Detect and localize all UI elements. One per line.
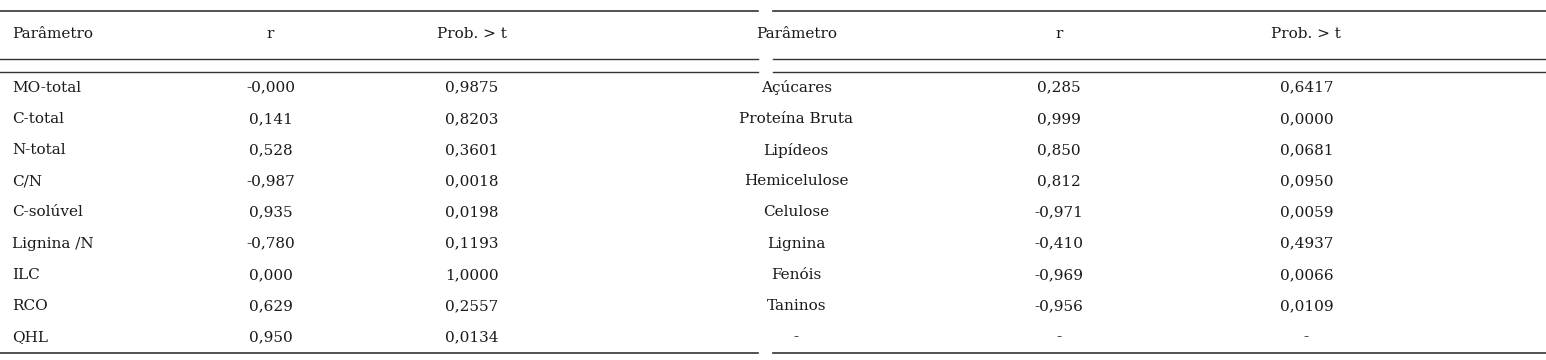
Text: 0,0000: 0,0000 (1280, 112, 1333, 126)
Text: C-total: C-total (12, 112, 65, 126)
Text: 0,528: 0,528 (249, 143, 292, 157)
Text: 0,8203: 0,8203 (445, 112, 498, 126)
Text: Parâmetro: Parâmetro (756, 27, 836, 41)
Text: Prob. > t: Prob. > t (436, 27, 507, 41)
Text: Taninos: Taninos (767, 299, 826, 313)
Text: 0,0059: 0,0059 (1280, 206, 1333, 219)
Text: 0,0109: 0,0109 (1280, 299, 1333, 313)
Text: MO-total: MO-total (12, 81, 82, 95)
Text: 0,935: 0,935 (249, 206, 292, 219)
Text: -: - (1056, 330, 1062, 344)
Text: -0,987: -0,987 (246, 174, 295, 188)
Text: 0,2557: 0,2557 (445, 299, 498, 313)
Text: Lignina /N: Lignina /N (12, 237, 94, 251)
Text: 0,0681: 0,0681 (1280, 143, 1333, 157)
Text: -0,971: -0,971 (1034, 206, 1084, 219)
Text: 0,285: 0,285 (1037, 81, 1081, 95)
Text: Açúcares: Açúcares (761, 80, 832, 95)
Text: RCO: RCO (12, 299, 48, 313)
Text: 0,850: 0,850 (1037, 143, 1081, 157)
Text: 0,0198: 0,0198 (445, 206, 498, 219)
Text: C/N: C/N (12, 174, 42, 188)
Text: -: - (793, 330, 799, 344)
Text: Proteína Bruta: Proteína Bruta (739, 112, 853, 126)
Text: 0,6417: 0,6417 (1280, 81, 1333, 95)
Text: 0,0066: 0,0066 (1280, 268, 1333, 282)
Text: 0,9875: 0,9875 (445, 81, 498, 95)
Text: 0,0134: 0,0134 (445, 330, 498, 344)
Text: -0,969: -0,969 (1034, 268, 1084, 282)
Text: QHL: QHL (12, 330, 48, 344)
Text: Celulose: Celulose (764, 206, 829, 219)
Text: Hemicelulose: Hemicelulose (744, 174, 849, 188)
Text: r: r (1056, 27, 1062, 41)
Text: -: - (1303, 330, 1309, 344)
Text: 1,0000: 1,0000 (445, 268, 498, 282)
Text: Prob. > t: Prob. > t (1271, 27, 1342, 41)
Text: -0,780: -0,780 (246, 237, 295, 251)
Text: Parâmetro: Parâmetro (12, 27, 93, 41)
Text: 0,0950: 0,0950 (1280, 174, 1333, 188)
Text: 0,0018: 0,0018 (445, 174, 498, 188)
Text: 0,1193: 0,1193 (445, 237, 498, 251)
Text: r: r (267, 27, 274, 41)
Text: 0,000: 0,000 (249, 268, 292, 282)
Text: Fenóis: Fenóis (771, 268, 821, 282)
Text: -0,410: -0,410 (1034, 237, 1084, 251)
Text: ILC: ILC (12, 268, 40, 282)
Text: 0,629: 0,629 (249, 299, 292, 313)
Text: 0,999: 0,999 (1037, 112, 1081, 126)
Text: 0,3601: 0,3601 (445, 143, 498, 157)
Text: -0,000: -0,000 (246, 81, 295, 95)
Text: 0,4937: 0,4937 (1280, 237, 1333, 251)
Text: 0,141: 0,141 (249, 112, 292, 126)
Text: Lipídeos: Lipídeos (764, 143, 829, 158)
Text: -0,956: -0,956 (1034, 299, 1084, 313)
Text: 0,950: 0,950 (249, 330, 292, 344)
Text: 0,812: 0,812 (1037, 174, 1081, 188)
Text: Lignina: Lignina (767, 237, 826, 251)
Text: C-solúvel: C-solúvel (12, 206, 83, 219)
Text: N-total: N-total (12, 143, 66, 157)
